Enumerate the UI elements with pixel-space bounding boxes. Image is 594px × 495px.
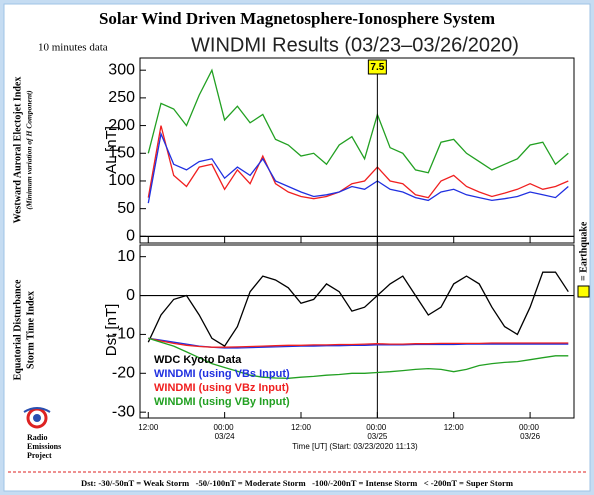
logo-text: Emissions [27,442,61,451]
side-label: Equatorial Disturbance [12,279,23,380]
side-label: Storm Time Index [25,291,36,369]
logo [23,407,51,429]
y-tick-label: 0 [126,287,135,304]
y-axis-label: AL [nT] [103,126,120,174]
logo-core [33,414,41,422]
x-tick-label: 12:00 [291,423,312,432]
side-label: Westward Auroral Electojet Index [12,77,23,224]
x-axis-label: Time [UT] (Start: 03/23/2020 11:13) [292,442,418,451]
legend-entry: WDC Kyoto Data [154,354,242,366]
y-tick-label: 300 [108,61,135,78]
y-axis-label: Dst [nT] [103,304,120,357]
legend-entry: WINDMI (using VBs Input) [154,368,290,380]
y-tick-label: 250 [108,89,135,106]
chart-title: Solar Wind Driven Magnetosphere-Ionosphe… [99,9,495,28]
y-tick-label: 0 [126,228,135,245]
y-tick-label: 50 [117,200,135,217]
x-tick-label: 12:00 [444,423,465,432]
note: 10 minutes data [38,42,108,54]
legend-entry: WINDMI (using VBy Input) [154,396,290,408]
earthquake-key: = Earthquake [578,221,589,281]
y-tick-label: -20 [112,365,135,382]
y-tick-label: 200 [108,117,135,134]
logo-text: Project [27,451,52,460]
subtitle: WINDMI Results (03/23–03/26/2020) [191,34,519,56]
y-tick-label: 100 [108,172,135,189]
side-sublabel: (Minimum variation of H Component) [25,90,34,210]
y-tick-label: 10 [117,248,135,265]
y-tick-label: -10 [112,326,135,343]
logo-arc [23,407,51,413]
x-tick-label: 00:00 03/26 [519,423,541,441]
y-tick-label: -30 [112,403,135,420]
logo-text: Radio [27,433,47,442]
y-tick-label: 150 [108,144,135,161]
plot-frame [139,244,575,419]
series-line [147,125,569,200]
series-line [148,337,569,379]
series-line [147,131,569,204]
x-tick-label: 00:00 03/25 [366,423,388,441]
x-tick-label: 12:00 [138,423,159,432]
legend-entry: WINDMI (using VBz Input) [154,382,289,394]
plot-frame [139,57,575,244]
series-line [148,337,569,348]
earthquake-key-swatch [577,285,590,298]
footer: Dst: -30/-50nT = Weak Storm -50/-100nT =… [81,478,514,488]
series-line [147,68,569,174]
x-tick-label: 00:00 03/24 [214,423,236,441]
series-line [147,271,569,347]
frame [3,3,591,492]
earthquake-label: 7.5 [370,62,384,73]
earthquake-box [367,59,387,75]
